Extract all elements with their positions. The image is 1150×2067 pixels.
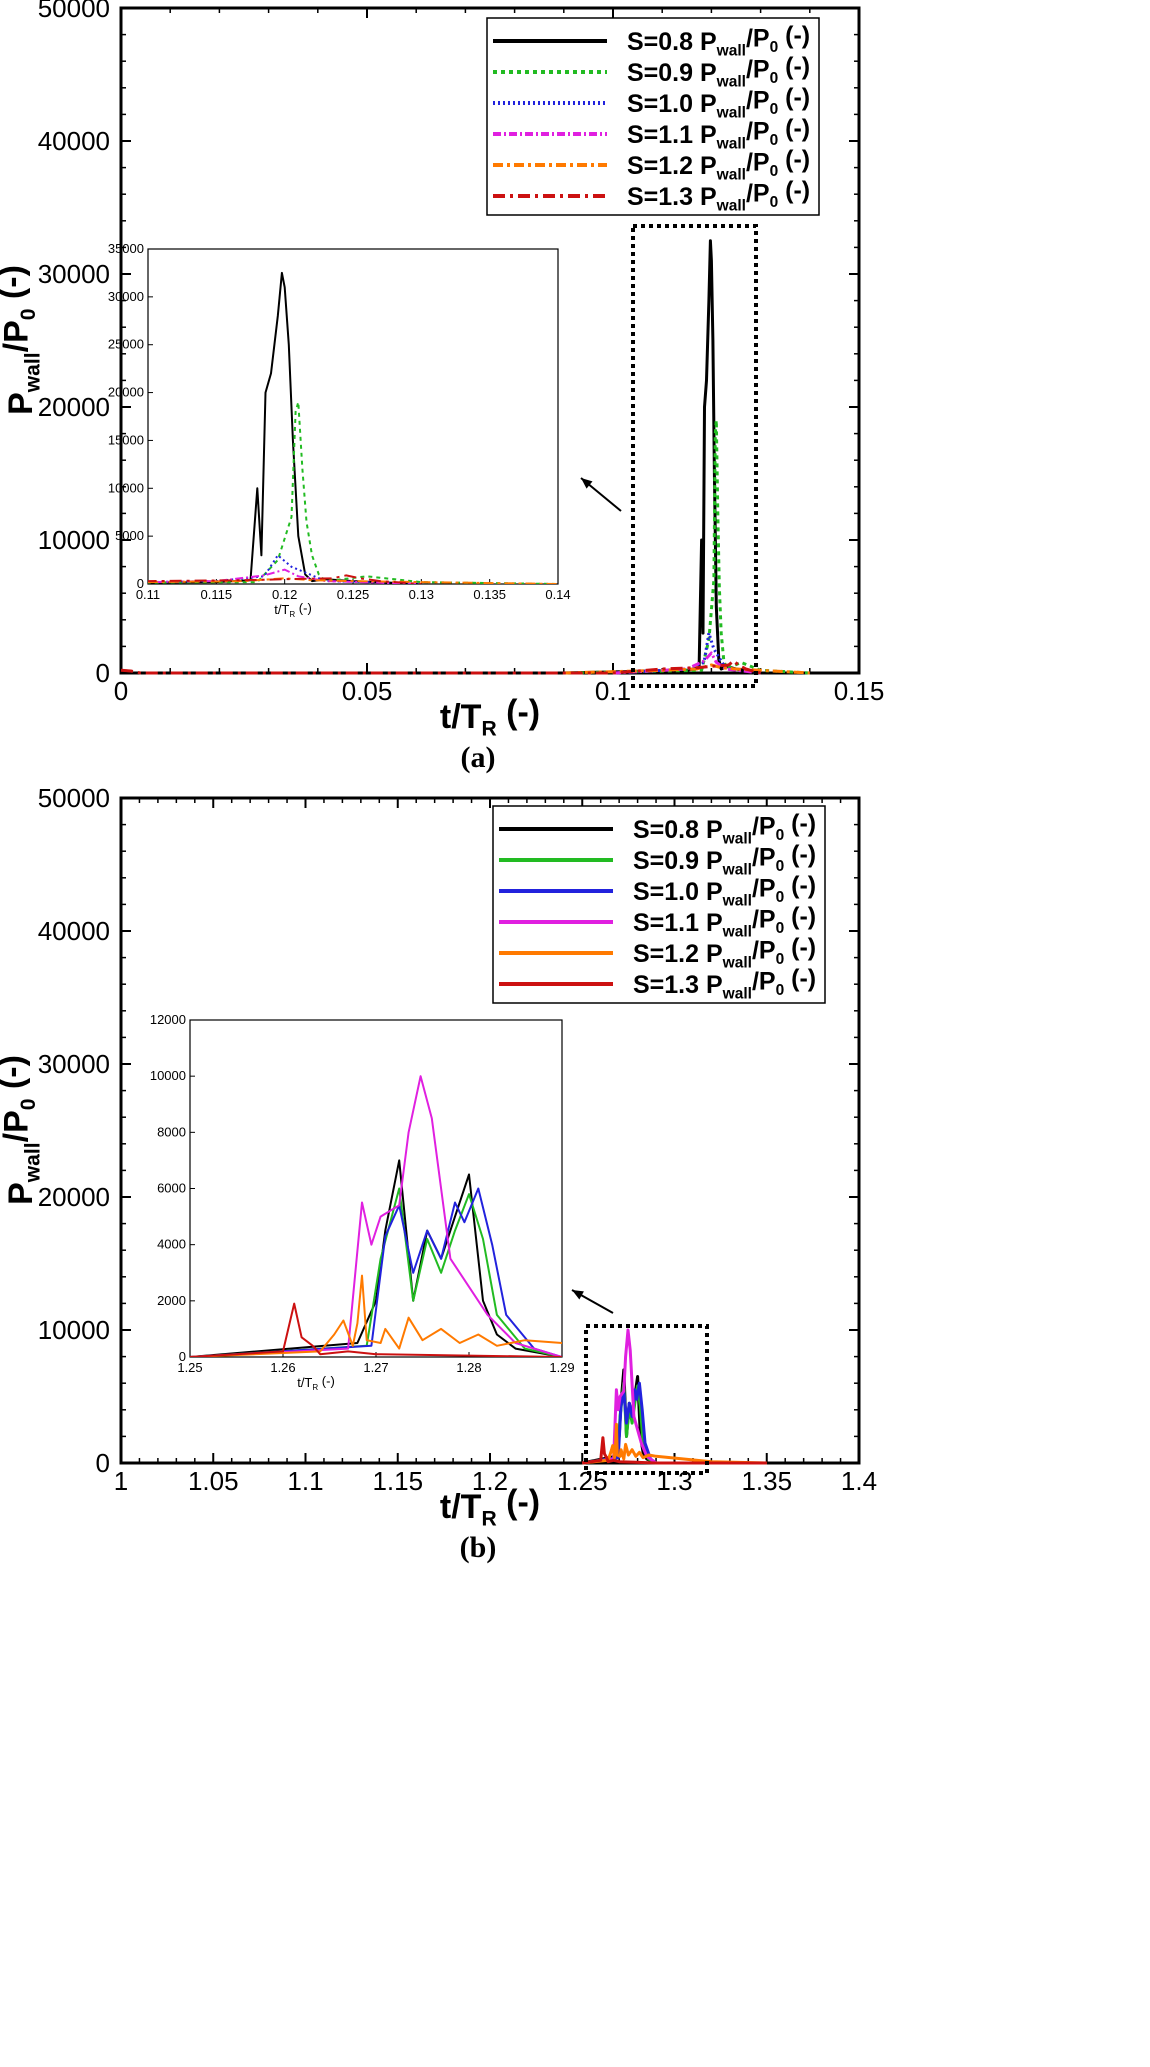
panel-b-inset-x-tick-label: 1.26 <box>270 1360 295 1375</box>
panel-a-series-s-1-1 <box>612 651 761 675</box>
panel-a-x-tick-label: 0.15 <box>834 676 885 706</box>
panel-a-inset-x-tick-label: 0.14 <box>545 587 570 602</box>
panel-a-legend-label: S=0.8 Pwall/P0 (-) <box>627 21 810 59</box>
panel-a-inset-x-tick-label: 0.13 <box>409 587 434 602</box>
panel-b-x-tick-label: 1.35 <box>741 1466 792 1496</box>
panel-a-x-tick-label: 0.05 <box>342 676 393 706</box>
panel-b-x-tick-label: 1.1 <box>287 1466 323 1496</box>
panel-b-series-s-1-2 <box>582 1422 767 1465</box>
panel-b-inset-series-s-1-0 <box>190 1187 562 1357</box>
panel-a-inset-x-tick-label: 0.115 <box>201 587 233 602</box>
panel-a-legend-box <box>486 17 820 216</box>
panel-a-legend-label: S=1.2 Pwall/P0 (-) <box>627 145 810 183</box>
panel-b-inset-x-tick-label: 1.28 <box>456 1360 481 1375</box>
panel-a-inset-y-tick-label: 15000 <box>108 432 144 447</box>
panel-b-zoom-arrow-head <box>572 1290 584 1300</box>
panel-b-inset-x-tick-label: 1.27 <box>363 1360 388 1375</box>
panel-a-y-tick-label: 20000 <box>38 392 110 422</box>
panel-a-inset-frame <box>147 248 559 585</box>
panel-b-y-axis-title: Pwall/P0 (-) <box>0 1055 44 1205</box>
panel-b-x-tick-label: 1 <box>114 1466 128 1496</box>
panel-b-legend-label: S=1.2 Pwall/P0 (-) <box>633 933 816 971</box>
panel-b-y-tick-label: 10000 <box>38 1315 110 1345</box>
panel-a-series-s-0-8 <box>563 239 761 675</box>
panel-b-y-tick-label: 0 <box>96 1448 110 1478</box>
panel-a-inset-y-tick-label: 20000 <box>108 385 144 400</box>
panel-a-inset-y-tick-label: 10000 <box>108 480 144 495</box>
panel-a-legend-label: S=1.0 Pwall/P0 (-) <box>627 83 810 121</box>
panel-a-inset-y-tick-label: 30000 <box>108 289 144 304</box>
panel-a-legend-label: S=1.3 Pwall/P0 (-) <box>627 176 810 214</box>
panel-b-inset-y-tick-label: 4000 <box>157 1237 186 1252</box>
panel-a-inset-y-tick-label: 35000 <box>108 241 144 256</box>
panel-b-inset-x-tick-label: 1.25 <box>177 1360 202 1375</box>
panel-a-caption: (a) <box>461 741 496 774</box>
panel-b-series-s-1-1 <box>582 1328 712 1465</box>
panel-b-inset-series-s-1-3 <box>190 1302 562 1357</box>
panel-b-inset-y-tick-label: 8000 <box>157 1124 186 1139</box>
panel-a-y-axis-title: Pwall/P0 (-) <box>0 265 44 415</box>
panel-b-x-axis-title: t/TR (-) <box>440 1483 540 1530</box>
panel-b-inset-x-axis-title: t/TR (-) <box>297 1373 335 1392</box>
panel-a-inset-x-axis-title: t/TR (-) <box>274 600 312 619</box>
panel-a-series-s-0-9 <box>563 418 810 675</box>
panel-a-legend-label: S=1.1 Pwall/P0 (-) <box>627 114 810 152</box>
panel-b-inset-y-tick-label: 2000 <box>157 1293 186 1308</box>
panel-a-y-tick-label: 50000 <box>38 0 110 23</box>
panel-a-inset-series-s-0-8 <box>148 271 422 584</box>
panel-b-y-tick-label: 20000 <box>38 1182 110 1212</box>
panel-a-inset-y-tick-label: 0 <box>137 576 144 591</box>
panel-b-caption: (b) <box>460 1531 497 1564</box>
panel-a-series-s-1-0 <box>612 631 761 675</box>
panel-b-legend-label: S=0.9 Pwall/P0 (-) <box>633 840 816 878</box>
panel-a-y-tick-label: 40000 <box>38 126 110 156</box>
panel-b-inset-series-s-1-2 <box>190 1274 562 1357</box>
panel-b-legend-label: S=1.1 Pwall/P0 (-) <box>633 902 816 940</box>
panel-a-inset-series-s-1-3 <box>148 574 422 584</box>
panel-b-series-s-1-3 <box>582 1436 767 1465</box>
panel-a-y-tick-label: 30000 <box>38 259 110 289</box>
panel-b-x-tick-label: 1.4 <box>841 1466 877 1496</box>
panel-b-legend-label: S=0.8 Pwall/P0 (-) <box>633 809 816 847</box>
panel-a-inset-y-tick-label: 25000 <box>108 337 144 352</box>
panel-b-inset-y-tick-label: 10000 <box>150 1068 186 1083</box>
panel-a-zoom-arrow-head <box>581 478 593 489</box>
panel-a-inset-series-s-0-9 <box>148 401 558 584</box>
panel-a-inset-x-tick-label: 0.11 <box>136 587 160 602</box>
panel-b-x-tick-label: 1.2 <box>472 1466 508 1496</box>
panel-b-x-tick-label: 1.05 <box>188 1466 239 1496</box>
panel-a-x-tick-label: 0.1 <box>595 676 631 706</box>
panel-b-legend-label: S=1.3 Pwall/P0 (-) <box>633 964 816 1002</box>
panel-b-inset-y-tick-label: 0 <box>179 1349 186 1364</box>
panel-b-legend-label: S=1.0 Pwall/P0 (-) <box>633 871 816 909</box>
panel-a-series-s-1-3 <box>120 659 761 675</box>
panel-a-y-tick-label: 10000 <box>38 525 110 555</box>
panel-b-inset-series-s-1-1 <box>190 1075 562 1357</box>
panel-b-inset-x-tick-label: 1.29 <box>549 1360 574 1375</box>
panel-a-x-tick-label: 0 <box>114 676 128 706</box>
panel-a-series-s-1-2 <box>563 663 810 675</box>
panel-b-y-tick-label: 30000 <box>38 1049 110 1079</box>
panel-a-inset-x-tick-label: 0.125 <box>337 587 370 602</box>
panel-b-x-tick-label: 1.3 <box>656 1466 692 1496</box>
panel-a-inset-series-s-1-1 <box>148 568 422 584</box>
panel-a-inset-x-tick-label: 0.12 <box>272 587 297 602</box>
panel-b-legend-box <box>492 805 826 1004</box>
panel-b-x-tick-label: 1.25 <box>557 1466 608 1496</box>
panel-b-x-tick-label: 1.15 <box>372 1466 423 1496</box>
panel-a-zoom-box <box>631 224 758 688</box>
panel-b-inset-y-tick-label: 12000 <box>150 1012 186 1027</box>
panel-a-x-axis-title: t/TR (-) <box>440 693 540 740</box>
panel-a-inset-x-tick-label: 0.135 <box>473 587 506 602</box>
panel-b-y-tick-label: 50000 <box>38 783 110 813</box>
panel-a-legend-label: S=0.9 Pwall/P0 (-) <box>627 52 810 90</box>
panel-b-y-tick-label: 40000 <box>38 916 110 946</box>
panel-a-y-tick-label: 0 <box>96 658 110 688</box>
panel-a-inset-y-tick-label: 5000 <box>115 528 144 543</box>
panel-b-inset-y-tick-label: 6000 <box>157 1181 186 1196</box>
panel-b-zoom-box <box>584 1324 709 1475</box>
